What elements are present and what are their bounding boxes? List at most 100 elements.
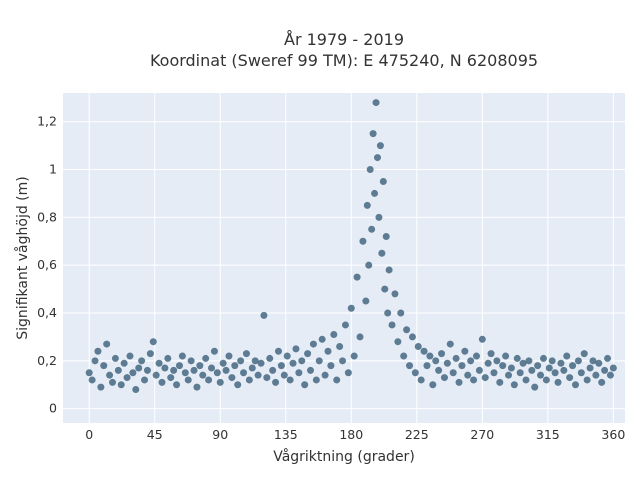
scatter-point <box>455 378 463 386</box>
x-tick-label: 270 <box>470 427 494 442</box>
scatter-point <box>583 376 591 384</box>
scatter-point <box>245 376 253 384</box>
scatter-point <box>187 357 195 365</box>
scatter-point <box>458 362 466 370</box>
scatter-point <box>231 362 239 370</box>
scatter-point <box>251 357 259 365</box>
scatter-point <box>417 376 425 384</box>
scatter-point <box>368 225 376 233</box>
scatter-point <box>366 166 374 174</box>
scatter-point <box>152 371 160 379</box>
scatter-point <box>219 359 227 367</box>
scatter-point <box>184 376 192 384</box>
scatter-point <box>484 359 492 367</box>
scatter-point <box>242 350 250 358</box>
scatter-point <box>394 338 402 346</box>
scatter-point <box>516 369 524 377</box>
scatter-point <box>378 249 386 257</box>
scatter-point <box>333 376 341 384</box>
scatter-point <box>539 354 547 362</box>
scatter-point <box>266 354 274 362</box>
scatter-point <box>478 335 486 343</box>
scatter-point <box>384 309 392 317</box>
scatter-point <box>324 347 332 355</box>
scatter-point <box>452 354 460 362</box>
scatter-point <box>109 378 117 386</box>
scatter-point <box>111 354 119 362</box>
scatter-point <box>132 386 140 394</box>
scatter-point <box>318 335 326 343</box>
scatter-point <box>356 333 364 341</box>
y-axis-label: Signifikant våghöjd (m) <box>14 176 31 339</box>
scatter-point <box>429 381 437 389</box>
x-tick-label: 315 <box>536 427 560 442</box>
scatter-point <box>210 347 218 355</box>
scatter-point <box>589 357 597 365</box>
scatter-point <box>560 366 568 374</box>
scatter-point <box>222 366 230 374</box>
x-axis-label: Vågriktning (grader) <box>273 448 415 465</box>
scatter-point <box>382 232 390 240</box>
scatter-point <box>470 376 478 384</box>
scatter-point <box>440 374 448 382</box>
scatter-point <box>446 340 454 348</box>
scatter-point <box>569 362 577 370</box>
scatter-point <box>155 359 163 367</box>
scatter-point <box>381 285 389 293</box>
y-tick-label: 1 <box>49 162 57 177</box>
scatter-point <box>240 369 248 377</box>
scatter-point <box>225 352 233 360</box>
scatter-point <box>363 201 371 209</box>
scatter-point <box>571 381 579 389</box>
scatter-point <box>234 381 242 389</box>
scatter-point <box>88 376 96 384</box>
scatter-point <box>375 213 383 221</box>
scatter-point <box>254 371 262 379</box>
scatter-point <box>609 364 617 372</box>
x-tick-label: 135 <box>274 427 298 442</box>
scatter-point <box>149 338 157 346</box>
scatter-point <box>606 371 614 379</box>
scatter-point <box>129 369 137 377</box>
scatter-point <box>595 359 603 367</box>
scatter-point <box>269 366 277 374</box>
scatter-point <box>522 376 530 384</box>
scatter-point <box>376 142 384 150</box>
x-tick-label: 180 <box>339 427 363 442</box>
scatter-point <box>359 237 367 245</box>
x-tick-label: 225 <box>405 427 429 442</box>
scatter-point <box>344 369 352 377</box>
scatter-point <box>379 177 387 185</box>
scatter-point <box>307 366 315 374</box>
x-tick-labels: 0 45 90 135 180 225 270 315 360 <box>85 427 625 442</box>
scatter-point <box>170 366 178 374</box>
scatter-point <box>167 374 175 382</box>
scatter-point <box>537 371 545 379</box>
scatter-point <box>341 321 349 329</box>
scatter-point <box>208 364 216 372</box>
scatter-point <box>408 333 416 341</box>
scatter-point <box>369 130 377 138</box>
scatter-point <box>435 366 443 374</box>
scatter-point <box>414 342 422 350</box>
scatter-point <box>260 311 268 319</box>
scatter-point <box>298 357 306 365</box>
scatter-point <box>490 369 498 377</box>
scatter-point <box>304 350 312 358</box>
scatter-point <box>542 376 550 384</box>
scatter-point <box>385 266 393 274</box>
scatter-point <box>117 381 125 389</box>
y-tick-label: 0,2 <box>37 353 57 368</box>
scatter-point <box>531 383 539 391</box>
scatter-point <box>545 364 553 372</box>
scatter-point <box>347 304 355 312</box>
scatter-point <box>604 354 612 362</box>
x-tick-label: 45 <box>147 427 163 442</box>
scatter-point <box>403 326 411 334</box>
scatter-point <box>199 371 207 379</box>
scatter-point <box>205 376 213 384</box>
scatter-point <box>461 347 469 355</box>
scatter-point <box>336 342 344 350</box>
scatter-point <box>373 154 381 162</box>
